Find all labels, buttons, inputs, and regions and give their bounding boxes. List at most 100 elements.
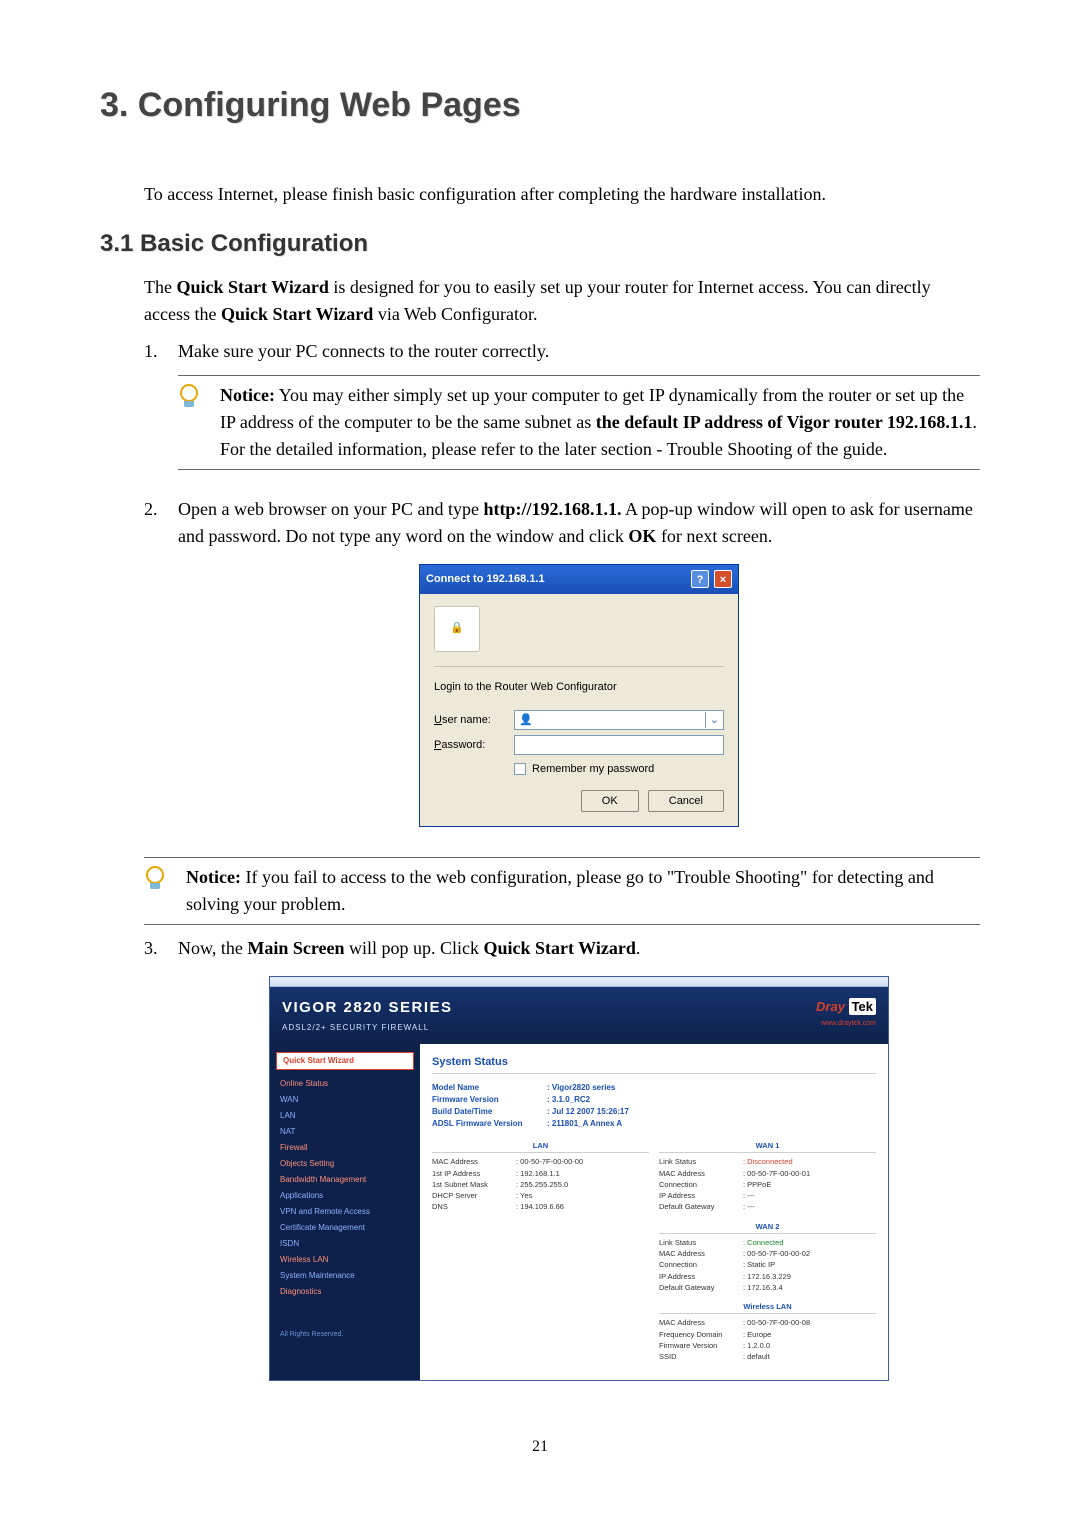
sidebar-item-isdn[interactable]: ISDN [270, 1236, 420, 1252]
sidebar-item-nat[interactable]: NAT [270, 1124, 420, 1140]
bold-text: the default IP address of Vigor router 1… [596, 412, 973, 432]
close-icon[interactable]: × [714, 570, 732, 588]
notice-block: Notice: You may either simply set up you… [178, 375, 980, 470]
lock-glyph: 🔒 [450, 620, 464, 637]
text: . [636, 938, 641, 958]
sidebar-item-wireless-lan[interactable]: Wireless LAN [270, 1252, 420, 1268]
sidebar-item-system-maintenance[interactable]: System Maintenance [270, 1268, 420, 1284]
panel-header: WAN 2 [659, 1221, 876, 1234]
dialog-titlebar: Connect to 192.168.1.1 ? × [420, 565, 738, 594]
lightbulb-icon [144, 864, 172, 888]
label: Link Status [659, 1237, 743, 1248]
label: Default Gateway [659, 1282, 743, 1293]
checkbox-label: Remember my password [532, 761, 654, 778]
model-info: Model Name: Vigor2820 series Firmware Ve… [432, 1082, 876, 1130]
label: DHCP Server [432, 1190, 516, 1201]
ok-button[interactable]: OK [581, 790, 639, 813]
label: Firmware Version [659, 1340, 743, 1351]
value: : Vigor2820 series [547, 1083, 615, 1092]
step-number: 2. [144, 496, 178, 523]
bold-text: Quick Start Wizard [221, 304, 373, 324]
content-title: System Status [432, 1054, 876, 1075]
label: 1st Subnet Mask [432, 1179, 516, 1190]
label: Build Date/Time [432, 1106, 547, 1118]
sidebar-item-bandwidth-management[interactable]: Bandwidth Management [270, 1172, 420, 1188]
mnemonic: R [532, 763, 540, 775]
sidebar-item-quick-start-wizard[interactable]: Quick Start Wizard [276, 1052, 414, 1070]
sidebar-item-vpn-remote-access[interactable]: VPN and Remote Access [270, 1204, 420, 1220]
label: Firmware Version [432, 1094, 547, 1106]
bold-text: Main Screen [247, 938, 344, 958]
sidebar-item-lan[interactable]: LAN [270, 1108, 420, 1124]
dialog-title-text: Connect to 192.168.1.1 [426, 571, 545, 588]
paragraph: The Quick Start Wizard is designed for y… [144, 274, 980, 328]
sidebar-item-certificate-management[interactable]: Certificate Management [270, 1220, 420, 1236]
step-number: 3. [144, 935, 178, 962]
sidebar-item-applications[interactable]: Applications [270, 1188, 420, 1204]
value: : 00-50-7F-00-00-02 [743, 1248, 810, 1259]
sidebar-item-firewall[interactable]: Firewall [270, 1140, 420, 1156]
logo-part: Dray [816, 999, 845, 1014]
router-content: System Status Model Name: Vigor2820 seri… [420, 1044, 888, 1381]
value: : 172.16.3.4 [743, 1282, 783, 1293]
text: via Web Configurator. [373, 304, 537, 324]
bold-text: OK [628, 526, 656, 546]
bold-text: http://192.168.1.1. [483, 499, 621, 519]
router-subtitle: ADSL2/2+ SECURITY FIREWALL [282, 1022, 453, 1034]
value: : Jul 12 2007 15:26:17 [547, 1107, 629, 1116]
chevron-down-icon[interactable]: ⌄ [705, 712, 719, 729]
panel-header: Wireless LAN [659, 1301, 876, 1314]
text: Open a web browser on your PC and type [178, 499, 483, 519]
value: : 00-50-7F-00-00-00 [516, 1156, 583, 1167]
text: Now, the [178, 938, 247, 958]
value: : Static IP [743, 1259, 775, 1270]
logo-url: www.draytek.com [816, 1019, 876, 1030]
value: : 00-50-7F-00-00-08 [743, 1317, 810, 1328]
value: : Disconnected [743, 1156, 793, 1167]
label: MAC Address [659, 1168, 743, 1179]
text: emember my password [540, 763, 654, 775]
section-heading: 3.1 Basic Configuration [100, 226, 980, 262]
lightbulb-icon [178, 382, 206, 406]
notice-block: Notice: If you fail to access to the web… [144, 857, 980, 925]
user-icon: 👤 [519, 712, 533, 729]
notice-label: Notice: [220, 385, 275, 405]
label: Default Gateway [659, 1201, 743, 1212]
value: : 172.16.3.229 [743, 1271, 791, 1282]
text: assword: [441, 739, 485, 751]
value: : 3.1.0_RC2 [547, 1095, 590, 1104]
value: : Europe [743, 1329, 771, 1340]
wan2-panel: WAN 2 Link Status: Connected MAC Address… [659, 1221, 876, 1294]
value: : 192.168.1.1 [516, 1168, 560, 1179]
wireless-lan-panel: Wireless LAN MAC Address: 00-50-7F-00-00… [659, 1301, 876, 1362]
router-model-title: VIGOR 2820 SERIES [282, 997, 453, 1020]
label: SSID [659, 1351, 743, 1362]
remember-password-checkbox[interactable]: Remember my password [514, 761, 724, 778]
sidebar-item-objects-setting[interactable]: Objects Setting [270, 1156, 420, 1172]
label: Frequency Domain [659, 1329, 743, 1340]
sidebar-item-diagnostics[interactable]: Diagnostics [270, 1284, 420, 1300]
step-text: Make sure your PC connects to the router… [178, 341, 549, 361]
mnemonic: U [434, 714, 442, 726]
label: DNS [432, 1201, 516, 1212]
sidebar-item-wan[interactable]: WAN [270, 1092, 420, 1108]
router-sidebar: Quick Start Wizard Online Status WAN LAN… [270, 1044, 420, 1381]
cancel-button[interactable]: Cancel [648, 790, 724, 813]
step-number: 1. [144, 338, 178, 365]
label: MAC Address [432, 1156, 516, 1167]
sidebar-item-online-status[interactable]: Online Status [270, 1076, 420, 1092]
label: Connection [659, 1179, 743, 1190]
username-input[interactable]: 👤 ⌄ [514, 710, 724, 730]
panel-header: LAN [432, 1140, 649, 1153]
step-3: 3. Now, the Main Screen will pop up. Cli… [144, 935, 980, 1395]
label: MAC Address [659, 1248, 743, 1259]
username-label: User name: [434, 712, 514, 729]
text: for next screen. [656, 526, 772, 546]
router-admin-screenshot: VIGOR 2820 SERIES ADSL2/2+ SECURITY FIRE… [269, 976, 889, 1381]
help-icon[interactable]: ? [691, 570, 709, 588]
step-1: 1. Make sure your PC connects to the rou… [144, 338, 980, 480]
password-input[interactable] [514, 735, 724, 755]
bold-text: Quick Start Wizard [176, 277, 328, 297]
label: Link Status [659, 1156, 743, 1167]
checkbox-icon[interactable] [514, 763, 526, 775]
